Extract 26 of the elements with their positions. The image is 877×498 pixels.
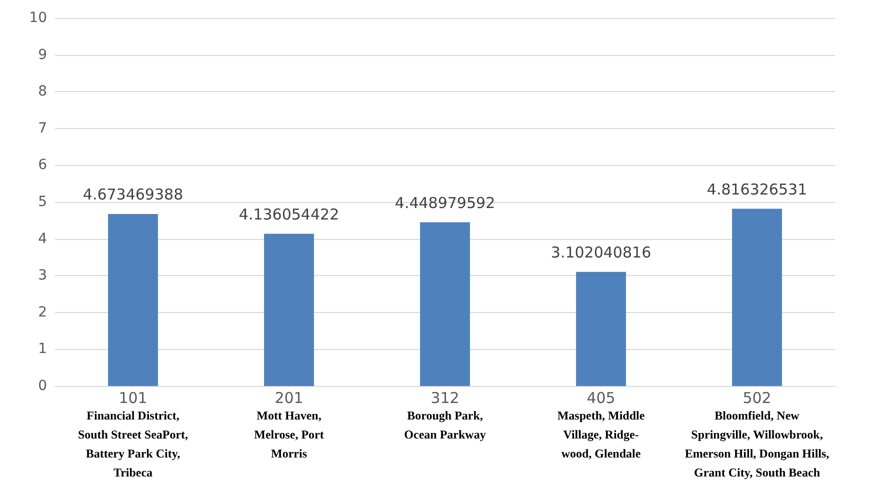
y-tick-label: 0: [38, 378, 47, 394]
data-label: 4.448979592: [394, 194, 496, 212]
bar: [732, 208, 782, 386]
x-tick-label: 405 Maspeth, Middle Village, Ridge- wood, Glendale: [557, 389, 646, 460]
y-tick-label: 3: [38, 268, 47, 284]
bar: [576, 272, 626, 386]
x-tick-label: 502 Bloomfield, New Springville, Willowbrook, Emerson Hill, Dongan Hills, Grant City, South Beach: [684, 389, 830, 480]
y-tick-label: 7: [38, 120, 47, 136]
y-tick-label: 1: [38, 341, 47, 358]
y-tick-label: 8: [38, 84, 47, 100]
y-tick-label: 5: [38, 194, 47, 210]
x-tick-label: 201 Mott Haven, Melrose, Port Morris: [254, 389, 324, 460]
data-label: 3.102040816: [550, 243, 652, 262]
data-label: 4.136054422: [238, 205, 340, 224]
y-tick-label: 9: [38, 46, 47, 63]
x-tick-label: 312 Borough Park, Ocean Parkway: [404, 389, 486, 442]
y-tick-label: 10: [29, 10, 47, 26]
bar: [108, 214, 158, 386]
data-label: 4.816326531: [706, 180, 808, 198]
x-tick-label: 101 Financial District, South Street SeaPort, Battery Park City, Tribeca: [78, 389, 188, 480]
bar: [264, 234, 314, 386]
data-label: 4.673469388: [82, 186, 184, 204]
y-tick-label: 4: [38, 230, 48, 247]
bar: [420, 222, 470, 386]
y-tick-label: 6: [38, 157, 48, 174]
y-tick-label: 2: [38, 304, 47, 320]
